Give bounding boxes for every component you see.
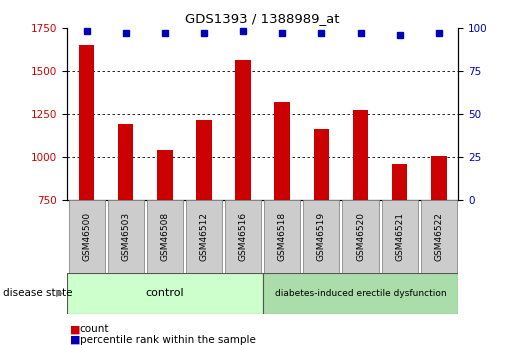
Text: GSM46522: GSM46522 bbox=[434, 212, 443, 261]
Bar bbox=[392, 164, 407, 200]
Bar bbox=[263, 273, 458, 314]
Title: GDS1393 / 1388989_at: GDS1393 / 1388989_at bbox=[185, 12, 340, 25]
Bar bbox=[314, 129, 329, 200]
Text: control: control bbox=[146, 288, 184, 298]
Bar bbox=[196, 120, 212, 200]
Text: count: count bbox=[80, 325, 109, 334]
Bar bbox=[79, 45, 94, 200]
Text: ■: ■ bbox=[70, 335, 80, 345]
Text: diabetes-induced erectile dysfunction: diabetes-induced erectile dysfunction bbox=[274, 289, 447, 298]
Bar bbox=[225, 200, 261, 273]
Bar bbox=[68, 200, 105, 273]
Bar bbox=[431, 156, 447, 200]
Text: GSM46521: GSM46521 bbox=[395, 212, 404, 261]
Text: GSM46518: GSM46518 bbox=[278, 212, 287, 261]
Bar bbox=[147, 200, 183, 273]
Bar bbox=[186, 200, 222, 273]
Bar bbox=[67, 273, 263, 314]
Text: GSM46503: GSM46503 bbox=[121, 212, 130, 261]
Bar bbox=[108, 200, 144, 273]
Bar bbox=[342, 200, 379, 273]
Text: GSM46516: GSM46516 bbox=[238, 212, 248, 261]
Bar bbox=[274, 102, 290, 200]
Text: ■: ■ bbox=[70, 325, 80, 334]
Bar bbox=[235, 60, 251, 200]
Bar bbox=[157, 150, 173, 200]
Bar bbox=[264, 200, 300, 273]
Bar bbox=[118, 124, 133, 200]
Bar bbox=[382, 200, 418, 273]
Text: GSM46508: GSM46508 bbox=[160, 212, 169, 261]
Text: ▶: ▶ bbox=[56, 288, 63, 298]
Bar bbox=[421, 200, 457, 273]
Text: GSM46500: GSM46500 bbox=[82, 212, 91, 261]
Text: percentile rank within the sample: percentile rank within the sample bbox=[80, 335, 256, 345]
Text: GSM46512: GSM46512 bbox=[199, 212, 209, 261]
Text: disease state: disease state bbox=[3, 288, 72, 298]
Text: GSM46520: GSM46520 bbox=[356, 212, 365, 261]
Bar bbox=[303, 200, 339, 273]
Bar bbox=[353, 110, 368, 200]
Text: GSM46519: GSM46519 bbox=[317, 212, 326, 261]
